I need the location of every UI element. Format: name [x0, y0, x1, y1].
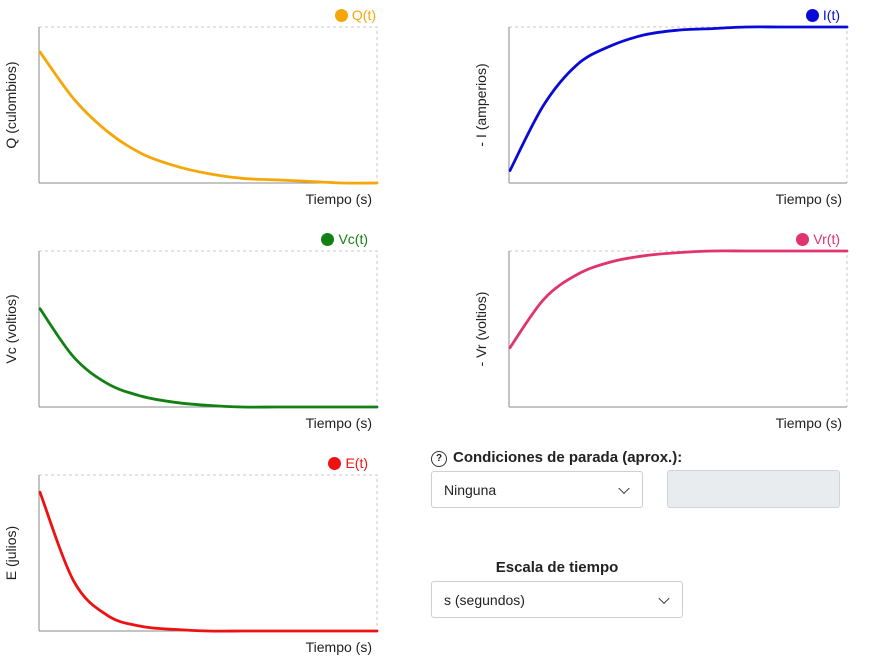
- legend-q: Q(t): [334, 7, 376, 23]
- y-axis-label: - Vr (voltios): [473, 292, 489, 367]
- chart-e-svg: Tiempo (s) E (julios): [3, 474, 379, 655]
- legend-dot-e: [328, 456, 342, 470]
- x-axis-label: Tiempo (s): [306, 415, 372, 431]
- series-line-vr: [508, 249, 849, 350]
- plot-frame: [39, 250, 378, 407]
- plot-frame: [39, 26, 378, 183]
- x-axis-label: Tiempo (s): [776, 415, 842, 431]
- series-line-vc: [38, 307, 379, 409]
- plot-frame: [509, 250, 848, 407]
- y-axis-label: Vc (voltios): [3, 294, 19, 363]
- x-axis-label: Tiempo (s): [306, 639, 372, 655]
- stop-condition-value-input[interactable]: [667, 470, 840, 508]
- legend-dot-i: [805, 8, 819, 22]
- chart-vc-svg: Tiempo (s) Vc (voltios): [3, 250, 379, 431]
- chart-vr: Tiempo (s) - Vr (voltios) Vr(t): [470, 224, 870, 439]
- series-line-i: [508, 25, 849, 172]
- x-axis-label: Tiempo (s): [306, 191, 372, 207]
- legend-label-e: E(t): [345, 455, 368, 471]
- legend-i: I(t): [805, 7, 840, 23]
- legend-vc: Vc(t): [321, 231, 368, 247]
- legend-dot-vr: [796, 232, 810, 246]
- time-scale-selected: s (segundos): [444, 591, 525, 608]
- series-line-q: [38, 50, 379, 185]
- chart-vc: Tiempo (s) Vc (voltios) Vc(t): [0, 224, 400, 439]
- chart-q-svg: Tiempo (s) Q (culombios): [3, 26, 379, 207]
- stop-conditions-label-row: ? Condiciones de parada (aprox.):: [431, 449, 682, 467]
- series-line-e: [38, 490, 379, 633]
- chevron-down-icon: [618, 482, 630, 494]
- legend-label-q: Q(t): [351, 7, 376, 23]
- plot-frame: [39, 474, 378, 631]
- chart-q: Tiempo (s) Q (culombios) Q(t): [0, 0, 400, 215]
- stop-conditions-selected: Ninguna: [444, 481, 497, 498]
- time-scale-select[interactable]: s (segundos): [431, 581, 683, 618]
- legend-dot-vc: [321, 232, 335, 246]
- chart-i-svg: Tiempo (s) - I (amperios): [473, 25, 849, 207]
- legend-vr: Vr(t): [796, 231, 840, 247]
- y-axis-label: - I (amperios): [473, 63, 489, 146]
- stop-conditions-label: Condiciones de parada (aprox.):: [453, 449, 683, 466]
- y-axis-label: Q (culombios): [3, 61, 19, 148]
- legend-dot-q: [334, 8, 348, 22]
- legend-label-vr: Vr(t): [813, 231, 840, 247]
- chart-vr-svg: Tiempo (s) - Vr (voltios): [473, 249, 849, 431]
- chevron-down-icon: [658, 592, 670, 604]
- stop-conditions-select[interactable]: Ninguna: [431, 471, 643, 508]
- chart-i: Tiempo (s) - I (amperios) I(t): [470, 0, 870, 215]
- legend-label-vc: Vc(t): [338, 231, 368, 247]
- x-axis-label: Tiempo (s): [776, 191, 842, 207]
- time-scale-label: Escala de tiempo: [495, 559, 619, 576]
- help-icon[interactable]: ?: [431, 450, 447, 467]
- y-axis-label: E (julios): [3, 526, 19, 580]
- legend-e: E(t): [328, 455, 368, 471]
- chart-e: Tiempo (s) E (julios) E(t): [0, 448, 400, 663]
- plot-frame: [509, 26, 848, 183]
- legend-label-i: I(t): [822, 7, 840, 23]
